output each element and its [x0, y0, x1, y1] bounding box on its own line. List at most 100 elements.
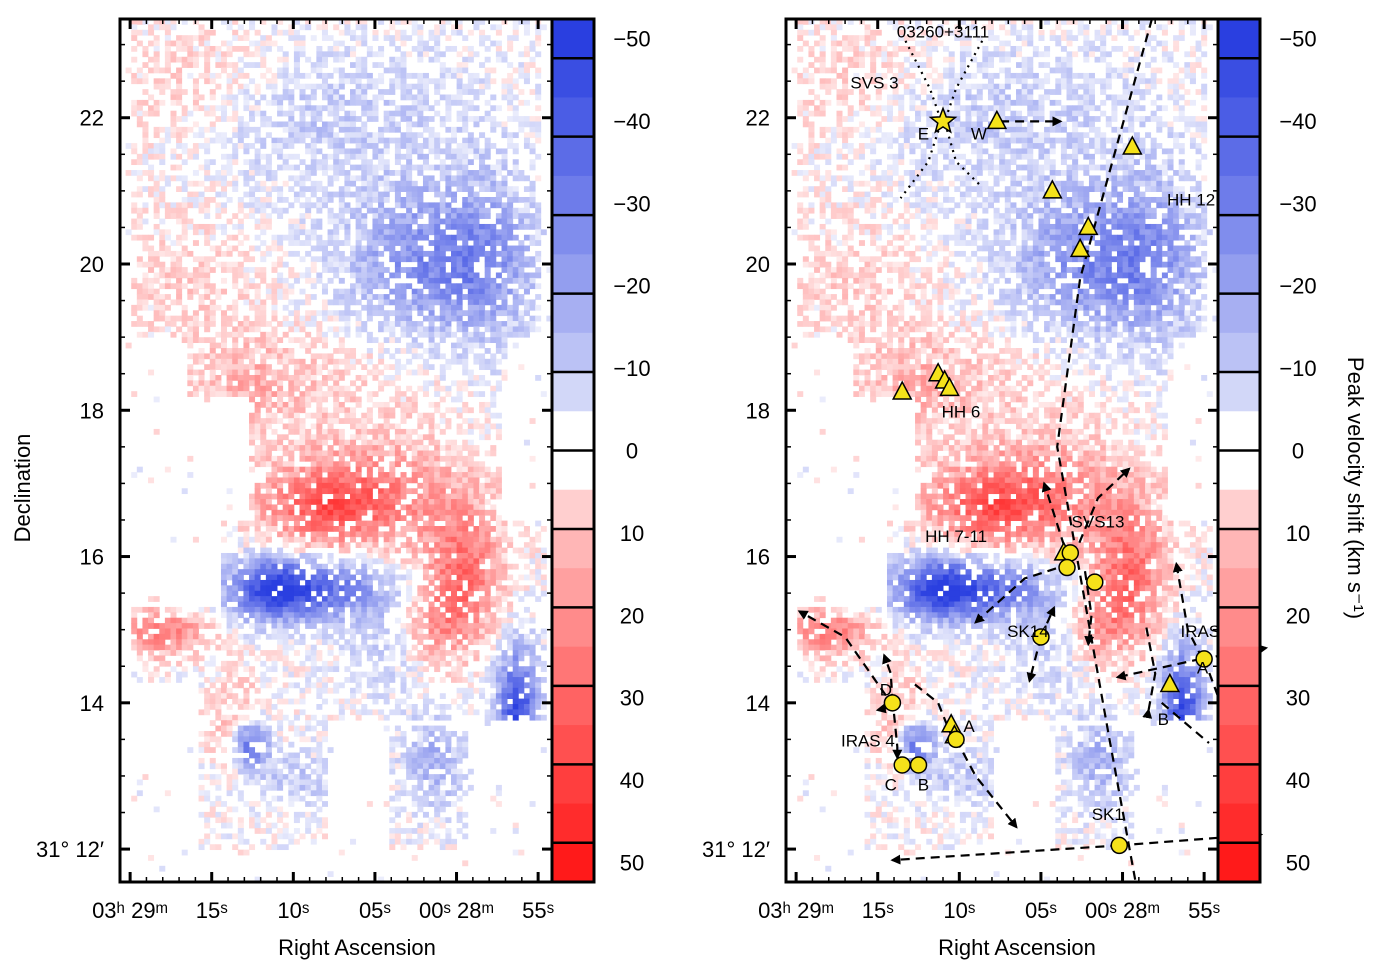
- heatmap-cell: [383, 596, 390, 602]
- heatmap-cell: [400, 116, 407, 122]
- heatmap-cell: [389, 579, 396, 586]
- heatmap-cell: [176, 261, 183, 268]
- heatmap-cell: [512, 288, 519, 295]
- heatmap-cell: [366, 633, 373, 640]
- heatmap-cell: [350, 153, 357, 160]
- heatmap-cell: [271, 515, 278, 522]
- heatmap-cell: [394, 191, 401, 198]
- heatmap-cell: [417, 326, 424, 333]
- heatmap-cell: [355, 418, 362, 424]
- heatmap-cell: [316, 234, 323, 241]
- heatmap-cell: [428, 143, 435, 149]
- heatmap-cell: [378, 466, 385, 473]
- heatmap-cell: [518, 223, 525, 230]
- heatmap-cell: [192, 288, 199, 295]
- heatmap-cell: [372, 245, 379, 252]
- heatmap-cell: [355, 40, 362, 47]
- heatmap-cell: [451, 547, 458, 554]
- heatmap-cell: [422, 623, 429, 629]
- heatmap-cell: [428, 563, 435, 570]
- heatmap-cell: [535, 153, 542, 160]
- heatmap-cell: [428, 213, 435, 219]
- heatmap-cell: [389, 574, 396, 581]
- heatmap-cell: [338, 450, 345, 457]
- heatmap-cell: [462, 45, 469, 52]
- heatmap-cell: [176, 45, 183, 52]
- heatmap-cell: [299, 126, 306, 133]
- heatmap-cell: [456, 175, 463, 182]
- heatmap-cell: [254, 407, 261, 414]
- heatmap-cell: [383, 229, 390, 236]
- heatmap-cell: [383, 380, 390, 387]
- heatmap-cell: [204, 261, 211, 268]
- heatmap-cell: [361, 499, 368, 505]
- heatmap-cell: [220, 62, 227, 68]
- heatmap-cell: [136, 466, 143, 473]
- heatmap-cell: [417, 56, 424, 63]
- heatmap-cell: [535, 536, 542, 543]
- heatmap-cell: [467, 606, 474, 613]
- heatmap-cell: [490, 78, 497, 85]
- heatmap-cell: [473, 321, 480, 327]
- heatmap-cell: [366, 288, 373, 295]
- heatmap-cell: [220, 606, 227, 613]
- heatmap-cell: [277, 348, 284, 354]
- heatmap-cell: [271, 401, 278, 408]
- heatmap-cell: [445, 450, 452, 457]
- heatmap-cell: [198, 29, 205, 36]
- heatmap-cell: [277, 601, 284, 608]
- heatmap-cell: [220, 601, 227, 608]
- heatmap-cell: [338, 196, 345, 203]
- heatmap-cell: [361, 304, 368, 311]
- heatmap-cell: [523, 542, 530, 548]
- heatmap-cell: [204, 202, 211, 209]
- heatmap-cell: [495, 283, 502, 290]
- heatmap-cell: [142, 132, 149, 139]
- heatmap-cell: [299, 218, 306, 225]
- heatmap-cell: [136, 110, 143, 117]
- heatmap-cell: [484, 223, 491, 230]
- heatmap-cell: [282, 461, 289, 468]
- heatmap-cell: [299, 89, 306, 95]
- heatmap-cell: [243, 321, 250, 327]
- heatmap-cell: [540, 639, 547, 646]
- heatmap-cell: [293, 472, 300, 478]
- heatmap-cell: [484, 590, 491, 597]
- heatmap-cell: [164, 78, 171, 85]
- heatmap-cell: [434, 51, 441, 58]
- heatmap-cell: [338, 407, 345, 414]
- heatmap-cell: [265, 617, 272, 624]
- heatmap-cell: [198, 256, 205, 263]
- heatmap-cell: [232, 110, 239, 117]
- heatmap-cell: [181, 272, 188, 279]
- heatmap-cell: [277, 105, 284, 112]
- heatmap-cell: [243, 191, 250, 198]
- heatmap-cell: [131, 45, 138, 52]
- heatmap-cell: [333, 245, 340, 252]
- heatmap-cell: [372, 310, 379, 317]
- heatmap-cell: [305, 175, 312, 182]
- heatmap-cell: [479, 132, 486, 139]
- heatmap-cell: [344, 99, 351, 106]
- heatmap-cell: [299, 40, 306, 47]
- heatmap-cell: [361, 267, 368, 273]
- heatmap-cell: [445, 315, 452, 322]
- heatmap-cell: [523, 272, 530, 279]
- heatmap-cell: [462, 326, 469, 333]
- heatmap-cell: [333, 401, 340, 408]
- heatmap-cell: [220, 175, 227, 182]
- heatmap-cell: [518, 116, 525, 122]
- heatmap-cell: [187, 126, 194, 133]
- heatmap-cell: [327, 617, 334, 624]
- heatmap-cell: [422, 369, 429, 376]
- heatmap-cell: [148, 170, 155, 176]
- heatmap-cell: [439, 277, 446, 284]
- heatmap-cell: [305, 509, 312, 516]
- heatmap-cell: [321, 439, 328, 446]
- heatmap-cell: [434, 488, 441, 495]
- heatmap-cell: [411, 563, 418, 570]
- heatmap-cell: [479, 196, 486, 203]
- heatmap-cell: [136, 121, 143, 128]
- heatmap-cell: [204, 137, 211, 144]
- heatmap-cell: [254, 385, 261, 392]
